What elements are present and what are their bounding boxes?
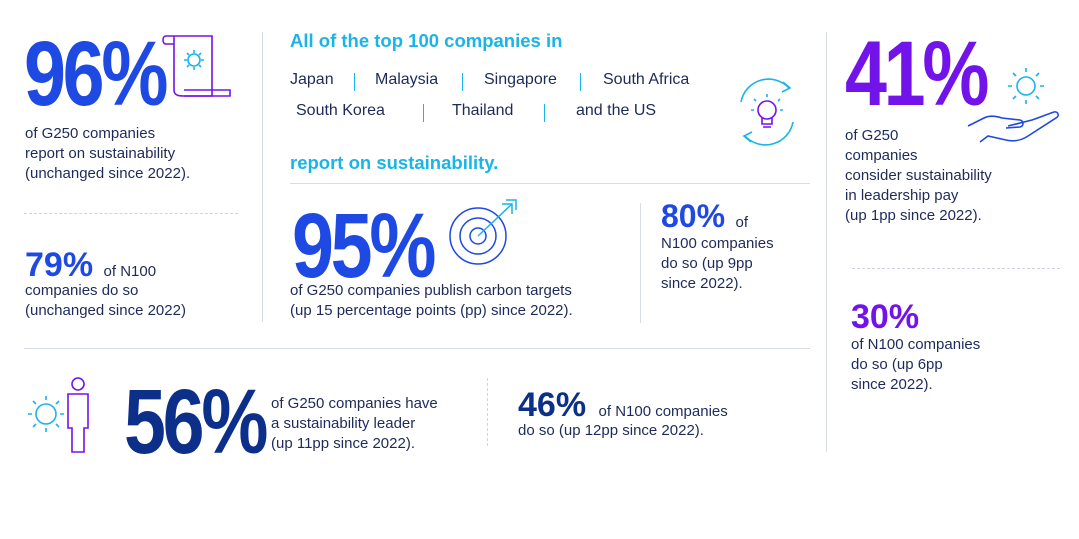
country-separator xyxy=(544,104,545,122)
stat-95-value: 95% xyxy=(292,195,436,297)
stat-30-line-1: of N100 companies xyxy=(851,336,981,353)
stat-79-description: companies do so (unchanged since 2022) xyxy=(25,281,186,321)
stat-79-line-1: companies do so xyxy=(25,282,139,299)
hand-gear-icon xyxy=(966,56,1062,152)
person-gear-icon xyxy=(22,376,104,454)
divider-bottom-dashed-vertical xyxy=(487,378,488,446)
scroll-gear-icon xyxy=(160,30,236,102)
stat-96-description: of G250 companies report on sustainabili… xyxy=(25,124,190,184)
stat-95-line-1: of G250 companies publish carbon targets xyxy=(290,282,572,299)
stat-96-line-3: (unchanged since 2022). xyxy=(25,165,191,182)
divider-left-dashed xyxy=(24,213,238,214)
stat-96-line-1: of G250 companies xyxy=(25,125,156,142)
stat-80-description: N100 companies do so (up 9pp since 2022)… xyxy=(661,234,774,294)
divider-80-vertical xyxy=(640,203,641,323)
stat-80-value: 80% xyxy=(661,198,726,234)
stat-56-line-3: (up 11pp since 2022). xyxy=(271,435,415,452)
stat-46-row: 46% of N100 companies xyxy=(518,388,728,422)
country-separator xyxy=(580,73,581,91)
stat-80-suffix: of xyxy=(735,214,749,231)
stat-56-description: of G250 companies have a sustainability … xyxy=(271,394,438,454)
stat-56-line-1: of G250 companies have xyxy=(271,395,438,412)
center-heading: All of the top 100 companies in xyxy=(290,30,563,51)
country-separator xyxy=(423,104,424,122)
country-singapore: Singapore xyxy=(484,71,557,88)
stat-41-line-3: consider sustainability xyxy=(845,167,992,184)
stat-95-line-2: (up 15 percentage points (pp) since 2022… xyxy=(290,302,573,319)
stat-79-line-2: (unchanged since 2022) xyxy=(25,302,186,319)
stat-80-line-1: N100 companies xyxy=(661,235,774,252)
stat-46-suffix: of N100 companies xyxy=(598,403,728,420)
stat-96-value: 96% xyxy=(24,23,168,125)
stat-30-description: of N100 companies do so (up 6pp since 20… xyxy=(851,335,980,395)
stat-30-value: 30% xyxy=(851,298,920,336)
stat-79-row: 79% of N100 xyxy=(25,248,156,282)
lightbulb-cycle-icon xyxy=(727,72,807,152)
stat-41-line-1: of G250 xyxy=(845,127,899,144)
stat-41-line-5: (up 1pp since 2022). xyxy=(845,207,982,224)
country-south-africa: South Africa xyxy=(603,71,690,88)
stat-41-value: 41% xyxy=(845,23,989,125)
country-us: and the US xyxy=(576,102,657,119)
country-separator xyxy=(354,73,355,91)
stat-79-suffix: of N100 xyxy=(103,263,157,280)
divider-right-vertical xyxy=(826,32,827,452)
stat-46-description: do so (up 12pp since 2022). xyxy=(518,421,704,441)
country-malaysia: Malaysia xyxy=(375,71,439,88)
stat-30-line-3: since 2022). xyxy=(851,376,933,393)
country-south-korea: South Korea xyxy=(296,102,385,119)
stat-56-value: 56% xyxy=(124,371,268,473)
stat-41-description: of G250 companies consider sustainabilit… xyxy=(845,126,992,226)
stat-41-line-2: companies xyxy=(845,147,918,164)
stat-80-line-2: do so (up 9pp xyxy=(661,255,753,272)
divider-bottom-horizontal xyxy=(24,348,810,349)
stat-46-line-1: do so (up 12pp since 2022). xyxy=(518,422,704,439)
center-footer: report on sustainability. xyxy=(290,152,499,173)
country-japan: Japan xyxy=(290,71,334,88)
stat-41-line-4: in leadership pay xyxy=(845,187,959,204)
divider-center-horizontal xyxy=(290,183,810,184)
country-thailand: Thailand xyxy=(452,102,514,119)
stat-79-value: 79% xyxy=(25,246,94,284)
stat-46-value: 46% xyxy=(518,386,587,424)
country-separator xyxy=(462,73,463,91)
stat-80-row: 80% of xyxy=(661,200,748,233)
divider-left-vertical xyxy=(262,32,263,322)
stat-56-line-2: a sustainability leader xyxy=(271,415,416,432)
divider-right-dashed xyxy=(852,268,1060,269)
stat-95-description: of G250 companies publish carbon targets… xyxy=(290,281,573,321)
stat-30-line-2: do so (up 6pp xyxy=(851,356,943,373)
stat-96-line-2: report on sustainability xyxy=(25,145,176,162)
stat-80-line-3: since 2022). xyxy=(661,275,743,292)
target-arrow-icon xyxy=(444,198,524,272)
